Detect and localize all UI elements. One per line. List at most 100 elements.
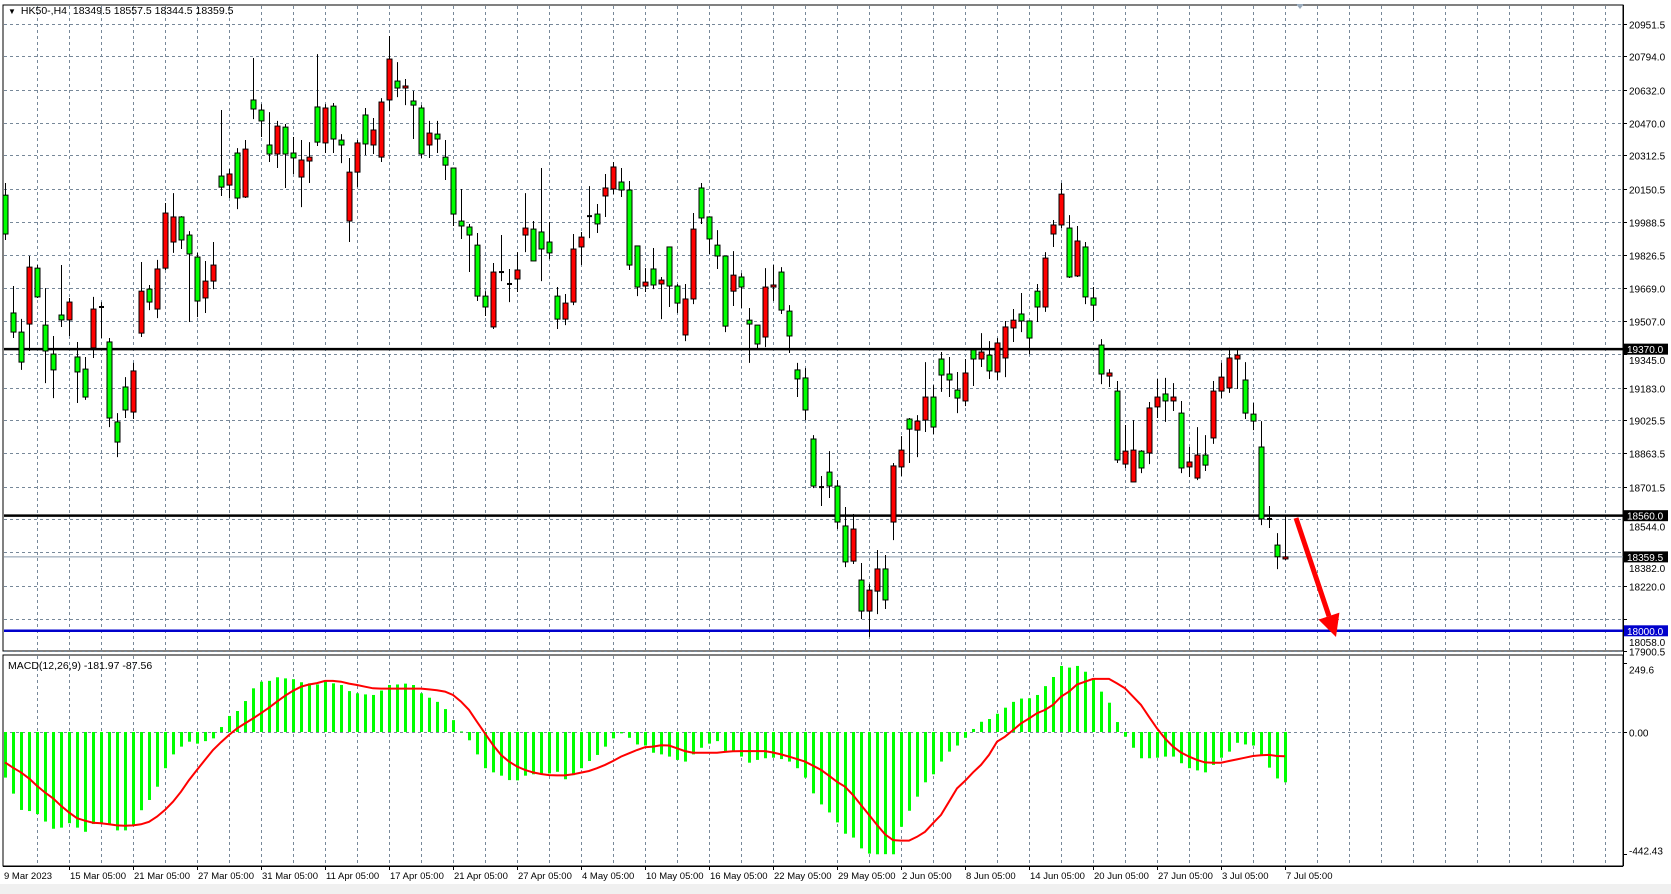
candle [778, 267, 785, 314]
candle-body-bearish [794, 369, 801, 380]
candle-body-bullish [1218, 376, 1225, 392]
candle-body-bearish [1090, 297, 1097, 306]
macd-histogram-bar [932, 732, 935, 775]
candle [746, 308, 753, 363]
candle [1026, 320, 1033, 355]
price-tick-label: 19988.5 [1629, 219, 1666, 230]
macd-histogram-bar [884, 732, 887, 855]
macd-histogram-bar [540, 732, 543, 775]
candle [402, 78, 409, 106]
macd-tick-label: 0.00 [1629, 729, 1649, 740]
candle-body-bearish [778, 271, 785, 311]
candle-body-bearish [706, 216, 713, 240]
price-tick-label: 20312.5 [1629, 152, 1666, 163]
candle-body-bearish [338, 139, 345, 146]
macd-histogram-bar [820, 732, 823, 805]
macd-histogram-bar [1076, 665, 1079, 732]
time-label: 4 May 05:00 [582, 871, 634, 882]
macd-histogram-bar [1108, 702, 1111, 732]
macd-histogram-bar [716, 732, 719, 742]
candle [1274, 533, 1281, 570]
candle-body-bearish [1026, 320, 1033, 339]
macd-histogram-bar [1164, 732, 1167, 757]
candle-body-bullish [354, 142, 361, 173]
candle [1258, 421, 1265, 526]
candle-body-bullish [1154, 396, 1161, 408]
time-label: 27 Apr 05:00 [518, 871, 572, 882]
candle [1010, 309, 1017, 342]
candle-body-bearish [882, 568, 889, 601]
candle-body-bullish [202, 280, 209, 299]
candle [754, 324, 761, 350]
candle [226, 169, 233, 199]
candle [546, 222, 553, 260]
macd-histogram-bar [612, 732, 615, 739]
price-tick-label: 19826.5 [1629, 252, 1666, 263]
candle [50, 335, 57, 399]
macd-histogram-bar [132, 732, 135, 825]
macd-histogram-bar [300, 682, 303, 732]
candle-body-bullish [866, 589, 873, 612]
candle-body-bullish [226, 173, 233, 186]
candle-body-bullish [298, 159, 305, 178]
macd-histogram-bar [476, 732, 479, 755]
candle-body-bullish [242, 148, 249, 198]
candle-body-bearish [10, 312, 17, 333]
macd-histogram-bar [644, 732, 647, 746]
macd-histogram-bar [788, 732, 791, 762]
candle-body-bullish [386, 58, 393, 101]
macd-histogram-bar [916, 732, 919, 797]
candle [1042, 252, 1049, 312]
chart-header: ▼ HK50-,H4 18349.5 18557.5 18344.5 18359.… [8, 5, 233, 17]
price-tick-label: 19345.0 [1629, 356, 1666, 367]
candle-body-bullish [562, 302, 569, 320]
triangle-down-icon[interactable]: ▼ [8, 7, 16, 16]
candle-body-bullish [1050, 224, 1057, 235]
candle [162, 202, 169, 270]
candle [490, 263, 497, 329]
candle-body-bearish [258, 109, 265, 122]
candle-body-bearish [122, 386, 129, 411]
candle-body-bullish [522, 227, 529, 236]
candle-body-bearish [986, 354, 993, 372]
macd-histogram-bar [692, 732, 695, 755]
candle [842, 507, 849, 568]
candle [314, 54, 321, 147]
candle [1138, 450, 1145, 474]
candle-body-bearish [946, 373, 953, 381]
macd-histogram-bar [332, 683, 335, 732]
candle [482, 291, 489, 317]
candle [786, 305, 793, 354]
candle-body-bearish [1178, 412, 1185, 469]
macd-histogram-bar [1212, 732, 1215, 765]
macd-histogram-bar [148, 732, 151, 800]
candle-body-bearish [1098, 344, 1105, 375]
candle-body-bullish [1282, 556, 1289, 560]
macd-histogram-bar [420, 693, 423, 732]
candle-body-bearish [394, 80, 401, 89]
time-label: 31 Mar 05:00 [262, 871, 318, 882]
macd-indicator-label: MACD(12,26,9) -181.97 -87.56 [8, 660, 153, 672]
candle [1242, 362, 1249, 420]
candle-body-bullish [1170, 396, 1177, 402]
candle-body-bearish [42, 324, 49, 352]
macd-histogram-bar [1172, 732, 1175, 757]
candle [874, 550, 881, 615]
candle-body-bearish [618, 181, 625, 191]
candle [1234, 349, 1241, 390]
macd-histogram-bar [1068, 667, 1071, 732]
macd-histogram-bar [444, 709, 447, 732]
candle [26, 256, 33, 351]
candle-body-bullish [658, 279, 665, 285]
candle-body-bearish [970, 349, 977, 360]
macd-histogram-bar [964, 732, 967, 738]
macd-histogram-bar [348, 691, 351, 732]
price-tick-label: 18382.0 [1629, 564, 1666, 575]
macd-histogram-bar [708, 732, 711, 744]
macd-histogram-bar [1124, 732, 1127, 737]
chart-shift-marker-icon[interactable] [1296, 4, 1304, 9]
candle [650, 247, 657, 290]
macd-histogram-bar [860, 732, 863, 849]
